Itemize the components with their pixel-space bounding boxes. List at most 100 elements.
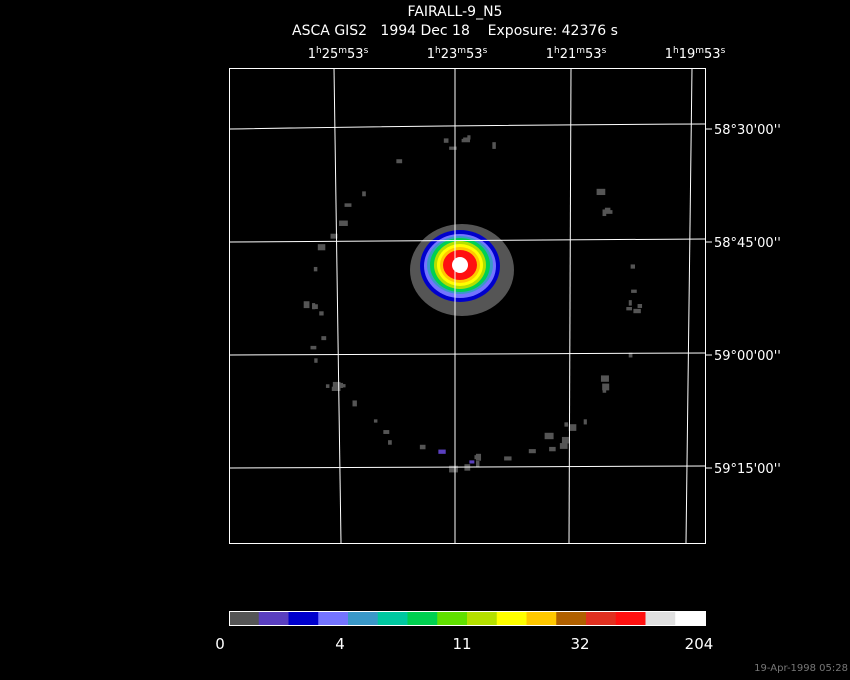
dec-label: 58°30'00'' (714, 123, 781, 138)
speckle (600, 375, 609, 382)
subtitle: ASCA GIS2 1994 Dec 18 Exposure: 42376 s (292, 23, 618, 39)
ra-label: 1h25m53s (308, 46, 369, 62)
colorbar-swatch (496, 611, 527, 625)
dec-label: 59°15'00'' (714, 462, 781, 477)
speckle (628, 300, 632, 306)
ra-label-part: 1 (308, 47, 316, 62)
speckle (630, 264, 636, 269)
speckle (313, 266, 318, 272)
speckle (312, 303, 316, 310)
frame (229, 68, 706, 544)
speckle (504, 456, 512, 461)
speckle (396, 159, 403, 164)
ra-label-part: 1 (427, 47, 435, 62)
speckle (631, 289, 637, 293)
ra-label: 1h21m53s (546, 46, 607, 62)
speckle (321, 336, 327, 341)
speckle (362, 191, 366, 197)
speckle (544, 432, 554, 440)
ra-label-part: s (721, 46, 726, 56)
dec-label: 59°00'00'' (714, 349, 781, 364)
speckle (561, 436, 569, 444)
speckle (604, 207, 611, 213)
colorbar-label: 4 (335, 635, 345, 653)
colorbar-swatch (407, 611, 438, 625)
ra-label-part: h (316, 46, 322, 56)
speckle (602, 387, 607, 393)
grid-line (228, 238, 706, 243)
ra-label-part: m (576, 46, 585, 56)
colorbar-swatch (258, 611, 289, 625)
speckle (596, 188, 606, 196)
ra-label-part: 53 (704, 47, 721, 62)
grid-line (228, 465, 706, 469)
timestamp: 19-Apr-1998 05:28 (754, 663, 848, 674)
dec-label: 58°45'00'' (714, 236, 781, 251)
ra-label-part: h (435, 46, 441, 56)
speckle (449, 465, 458, 473)
speckle (467, 135, 471, 140)
colorbar-swatch (586, 611, 617, 625)
ra-label-part: s (364, 46, 369, 56)
speckle (583, 419, 587, 425)
ra-label: 1h19m53s (665, 46, 726, 62)
speckle (314, 358, 318, 363)
colorbar-swatch (467, 611, 498, 625)
ra-label-part: s (602, 46, 607, 56)
speckle (528, 449, 536, 454)
colorbar-swatch (437, 611, 468, 625)
grid-line (685, 67, 693, 544)
speckle (419, 444, 426, 450)
speckle (317, 244, 326, 251)
title: FAIRALL-9_N5 (408, 4, 503, 20)
coordinate-grid (228, 67, 706, 544)
grid-line (228, 123, 706, 130)
speckle (344, 203, 352, 207)
speckle (443, 138, 449, 143)
ra-label-part: h (554, 46, 560, 56)
ra-label: 1h23m53s (427, 46, 488, 62)
ra-label-part: h (673, 46, 679, 56)
speckle (388, 440, 392, 445)
ra-label-part: 23 (441, 47, 458, 62)
speckle (559, 443, 568, 449)
speckle (325, 384, 330, 388)
ra-label-part: m (695, 46, 704, 56)
speckle (469, 460, 475, 464)
speckle (449, 146, 457, 150)
colorbar-swatch (556, 611, 587, 625)
speckle (331, 386, 341, 391)
ra-label-part: m (457, 46, 466, 56)
grid-line (228, 352, 706, 356)
ra-label-part: 19 (679, 47, 696, 62)
ra-label-part: s (483, 46, 488, 56)
speckle (373, 419, 378, 423)
speckle (463, 137, 470, 143)
speckle (602, 209, 607, 217)
colorbar-label: 204 (685, 635, 714, 653)
source-peak (452, 257, 468, 273)
speckle (492, 142, 496, 149)
speckle (633, 308, 641, 314)
speckle (339, 220, 348, 226)
speckle (337, 382, 344, 388)
speckle (475, 453, 482, 461)
ra-label-part: 1 (546, 47, 554, 62)
speckle (637, 304, 643, 308)
colorbar-label: 0 (215, 635, 225, 653)
speckle (475, 461, 480, 468)
colorbar-swatch (377, 611, 408, 625)
speckle (549, 446, 556, 452)
speckle (303, 301, 310, 309)
speckle (438, 449, 446, 454)
ra-label-part: m (338, 46, 347, 56)
colorbar-swatch (288, 611, 319, 625)
speckle (564, 422, 569, 427)
colorbar-swatch (229, 611, 260, 625)
grid-line (333, 67, 342, 544)
grid-line (568, 67, 572, 544)
speckle (568, 424, 577, 431)
colorbar-swatch (645, 611, 676, 625)
